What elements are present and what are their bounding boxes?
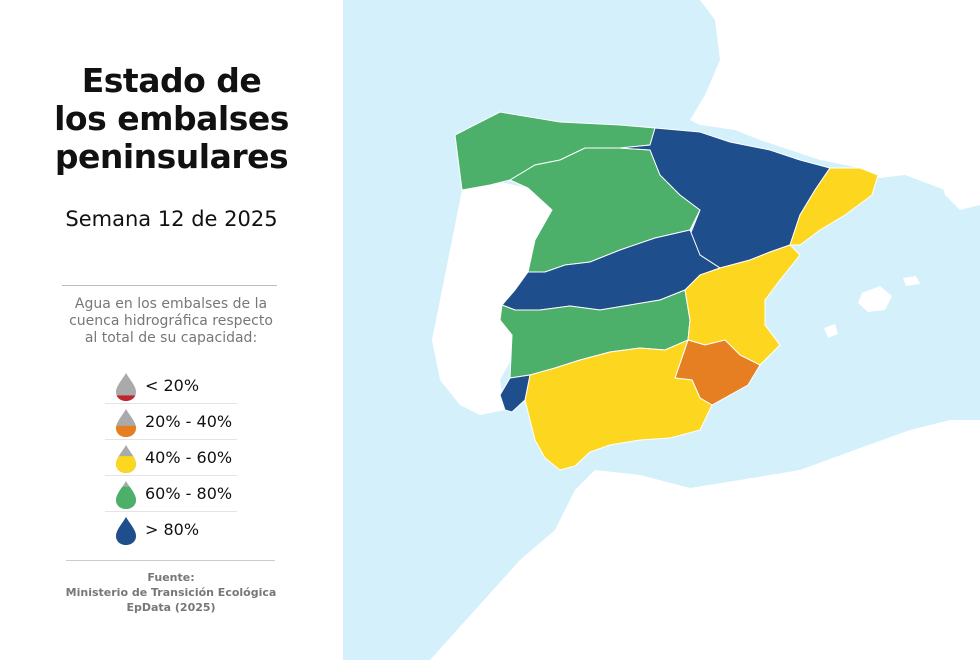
title-line-1: Estado de — [81, 61, 262, 100]
divider — [62, 285, 277, 286]
portugal-landmass — [432, 182, 552, 415]
legend-label: > 80% — [145, 520, 200, 539]
description-line-3: al total de su capacidad: — [84, 330, 258, 346]
water-drop-icon — [116, 481, 136, 509]
divider — [66, 560, 275, 561]
description-line-1: Agua en los embalses de la — [74, 296, 268, 312]
legend-label: < 20% — [145, 376, 200, 395]
source-credit: Fuente: Ministerio de Transición Ecológi… — [40, 570, 302, 615]
water-drop-icon — [116, 409, 136, 437]
water-drop-icon — [116, 517, 136, 545]
page-title: Estado de los embalses peninsulares — [0, 62, 343, 176]
source-epdata: EpData (2025) — [126, 601, 216, 614]
legend: < 20% 20% - 40% 40% - 60% 60% - 80% > 80% — [105, 368, 237, 547]
water-drop-icon — [116, 373, 136, 401]
legend-label: 20% - 40% — [145, 412, 233, 431]
legend-item: > 80% — [105, 512, 237, 547]
france-landmass — [690, 0, 980, 190]
source-label: Fuente: — [147, 571, 195, 584]
basin-jucar — [684, 244, 801, 366]
legend-item: 40% - 60% — [105, 440, 237, 476]
basin-tinto-odiel-piedras — [499, 374, 531, 413]
menorca-island — [903, 276, 920, 286]
description-line-2: cuenca hidrográfica respecto — [69, 313, 273, 329]
legend-description: Agua en los embalses de la cuenca hidrog… — [60, 296, 282, 347]
north-africa-landmass — [430, 420, 980, 660]
ibiza-island — [824, 324, 838, 338]
water-drop-icon — [116, 445, 136, 473]
legend-label: 40% - 60% — [145, 448, 233, 467]
legend-item: < 20% — [105, 368, 237, 404]
basin-cataluna-interna — [789, 167, 879, 246]
info-panel: Estado de los embalses peninsulares Sema… — [0, 0, 343, 660]
spain-basins-map — [343, 0, 980, 660]
legend-label: 60% - 80% — [145, 484, 233, 503]
mallorca-island — [858, 286, 892, 312]
corsica-island — [930, 115, 980, 210]
title-line-3: peninsulares — [54, 137, 289, 176]
basin-guadalquivir-andalucia — [524, 339, 713, 471]
source-ministry: Ministerio de Transición Ecológica — [65, 586, 277, 599]
subtitle: Semana 12 de 2025 — [65, 207, 278, 231]
title-line-2: los embalses — [54, 99, 289, 138]
legend-item: 20% - 40% — [105, 404, 237, 440]
legend-item: 60% - 80% — [105, 476, 237, 512]
